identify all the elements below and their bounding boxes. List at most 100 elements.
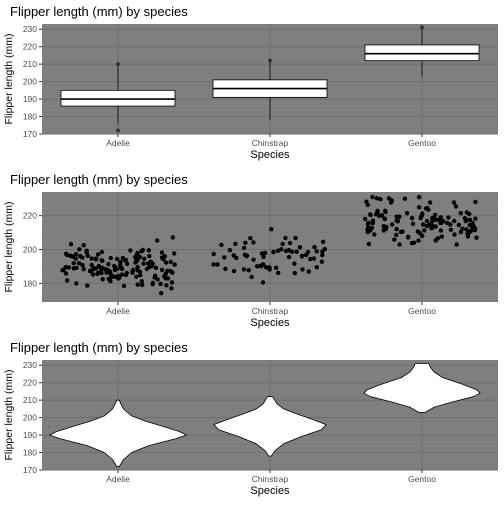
box-adelie [60, 89, 176, 107]
data-point [308, 256, 313, 262]
data-point [470, 220, 475, 226]
data-point [159, 267, 165, 273]
data-point [140, 282, 145, 288]
chart-panel-1: Flipper length (mm) by species 170 180 190 2… [3, 4, 498, 161]
data-point [223, 266, 228, 272]
data-point [430, 225, 435, 231]
data-point [267, 265, 272, 270]
data-point [397, 214, 402, 219]
data-point [93, 256, 99, 261]
data-point [133, 254, 138, 260]
x-tick-label: Chinstrap [252, 474, 289, 484]
x-tick-label: Gentoo [408, 138, 436, 148]
x-tick-label: Adelie [106, 474, 130, 484]
y-tick-label: 220 [23, 42, 37, 52]
data-point [420, 222, 426, 227]
data-point [390, 222, 395, 227]
data-point [99, 266, 104, 272]
data-point [409, 216, 415, 221]
chart-panel-3: Flipper length (mm) by species 170 180 190 2… [3, 340, 498, 497]
data-point [71, 261, 76, 266]
data-point [473, 199, 478, 205]
data-point [397, 242, 402, 247]
data-point [169, 286, 174, 291]
data-point [85, 253, 91, 258]
data-point [424, 218, 430, 224]
data-point [89, 262, 94, 268]
data-point [262, 250, 268, 256]
x-tick-label: Adelie [106, 306, 130, 316]
y-tick-label: 200 [23, 245, 37, 255]
violin-chinstrap [213, 396, 327, 457]
data-point [446, 215, 451, 220]
data-point [84, 250, 89, 255]
data-point [394, 226, 399, 232]
chart-title: Flipper length (mm) by species [10, 4, 188, 19]
data-point [227, 248, 233, 253]
data-point [90, 272, 96, 277]
data-point [106, 261, 111, 267]
data-point [273, 265, 279, 270]
data-point [172, 251, 177, 256]
data-point [312, 244, 317, 250]
chart-panel-2: Flipper length (mm) by species 180 200 220 A… [3, 172, 498, 329]
data-point [430, 216, 435, 221]
data-point [255, 264, 260, 269]
y-axis-label: Flipper length (mm) [3, 369, 15, 460]
x-axis-label: Species [250, 317, 290, 329]
data-point [378, 197, 383, 202]
data-point [467, 217, 473, 222]
data-point [65, 278, 70, 283]
data-point [215, 262, 220, 267]
data-point [287, 240, 293, 246]
data-point [74, 281, 79, 286]
data-point [463, 218, 469, 224]
data-point [242, 252, 248, 257]
data-point [66, 265, 72, 270]
data-point [392, 237, 397, 242]
data-point [251, 240, 256, 245]
data-point [427, 222, 432, 227]
violin-gentoo [363, 363, 481, 413]
data-point [100, 277, 105, 282]
data-point [76, 261, 82, 266]
data-point [382, 216, 388, 222]
data-point [110, 274, 115, 279]
data-point [303, 252, 309, 258]
data-point [96, 270, 101, 275]
data-point [159, 291, 164, 296]
data-point [293, 235, 298, 241]
data-point [100, 258, 105, 263]
data-point [366, 241, 372, 247]
data-point [77, 253, 83, 259]
data-point [77, 247, 82, 252]
data-point [89, 256, 94, 261]
data-point [135, 265, 140, 270]
violin-adelie [49, 399, 187, 467]
data-point [367, 212, 373, 217]
data-point [99, 270, 104, 276]
data-point [416, 194, 422, 200]
box-max-point [420, 25, 424, 30]
data-point [319, 259, 325, 264]
data-point [249, 274, 254, 280]
data-point [138, 272, 143, 278]
data-point [279, 247, 284, 252]
y-tick-label: 190 [23, 94, 37, 104]
data-point [294, 249, 299, 254]
data-point [473, 216, 478, 221]
data-point [258, 264, 264, 269]
x-tick-label: Adelie [106, 138, 130, 148]
box-max-point [116, 62, 120, 67]
data-point [85, 283, 90, 288]
data-point [124, 261, 130, 266]
data-point [438, 228, 444, 233]
data-point [374, 196, 380, 201]
data-point [420, 211, 425, 216]
data-point [286, 254, 292, 260]
data-point [269, 227, 274, 232]
data-point [394, 232, 399, 238]
data-point [168, 259, 173, 265]
data-point [433, 224, 438, 229]
